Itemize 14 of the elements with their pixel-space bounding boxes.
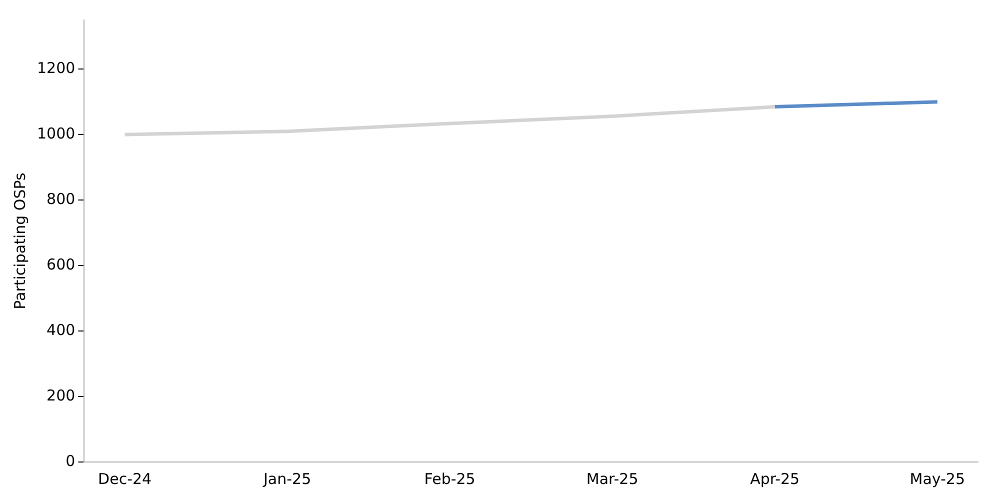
- x-tick-label: Mar-25: [586, 470, 638, 488]
- y-tick-label: 600: [46, 255, 76, 274]
- y-tick-label: 1000: [36, 124, 76, 142]
- y-tick-label: 0: [66, 452, 76, 470]
- x-tick-label: Dec-24: [98, 470, 152, 488]
- x-tick-label: May-25: [910, 470, 965, 488]
- y-tick-label: 800: [46, 190, 76, 208]
- y-tick-label: 200: [46, 386, 76, 404]
- y-axis-title: Participating OSPs: [10, 172, 29, 310]
- x-tick-label: Apr-25: [750, 470, 800, 488]
- y-tick-label: 400: [46, 320, 76, 339]
- x-tick-label: Jan-25: [262, 470, 312, 488]
- x-tick-label: Feb-25: [424, 470, 476, 488]
- y-tick-label: 1200: [36, 59, 76, 77]
